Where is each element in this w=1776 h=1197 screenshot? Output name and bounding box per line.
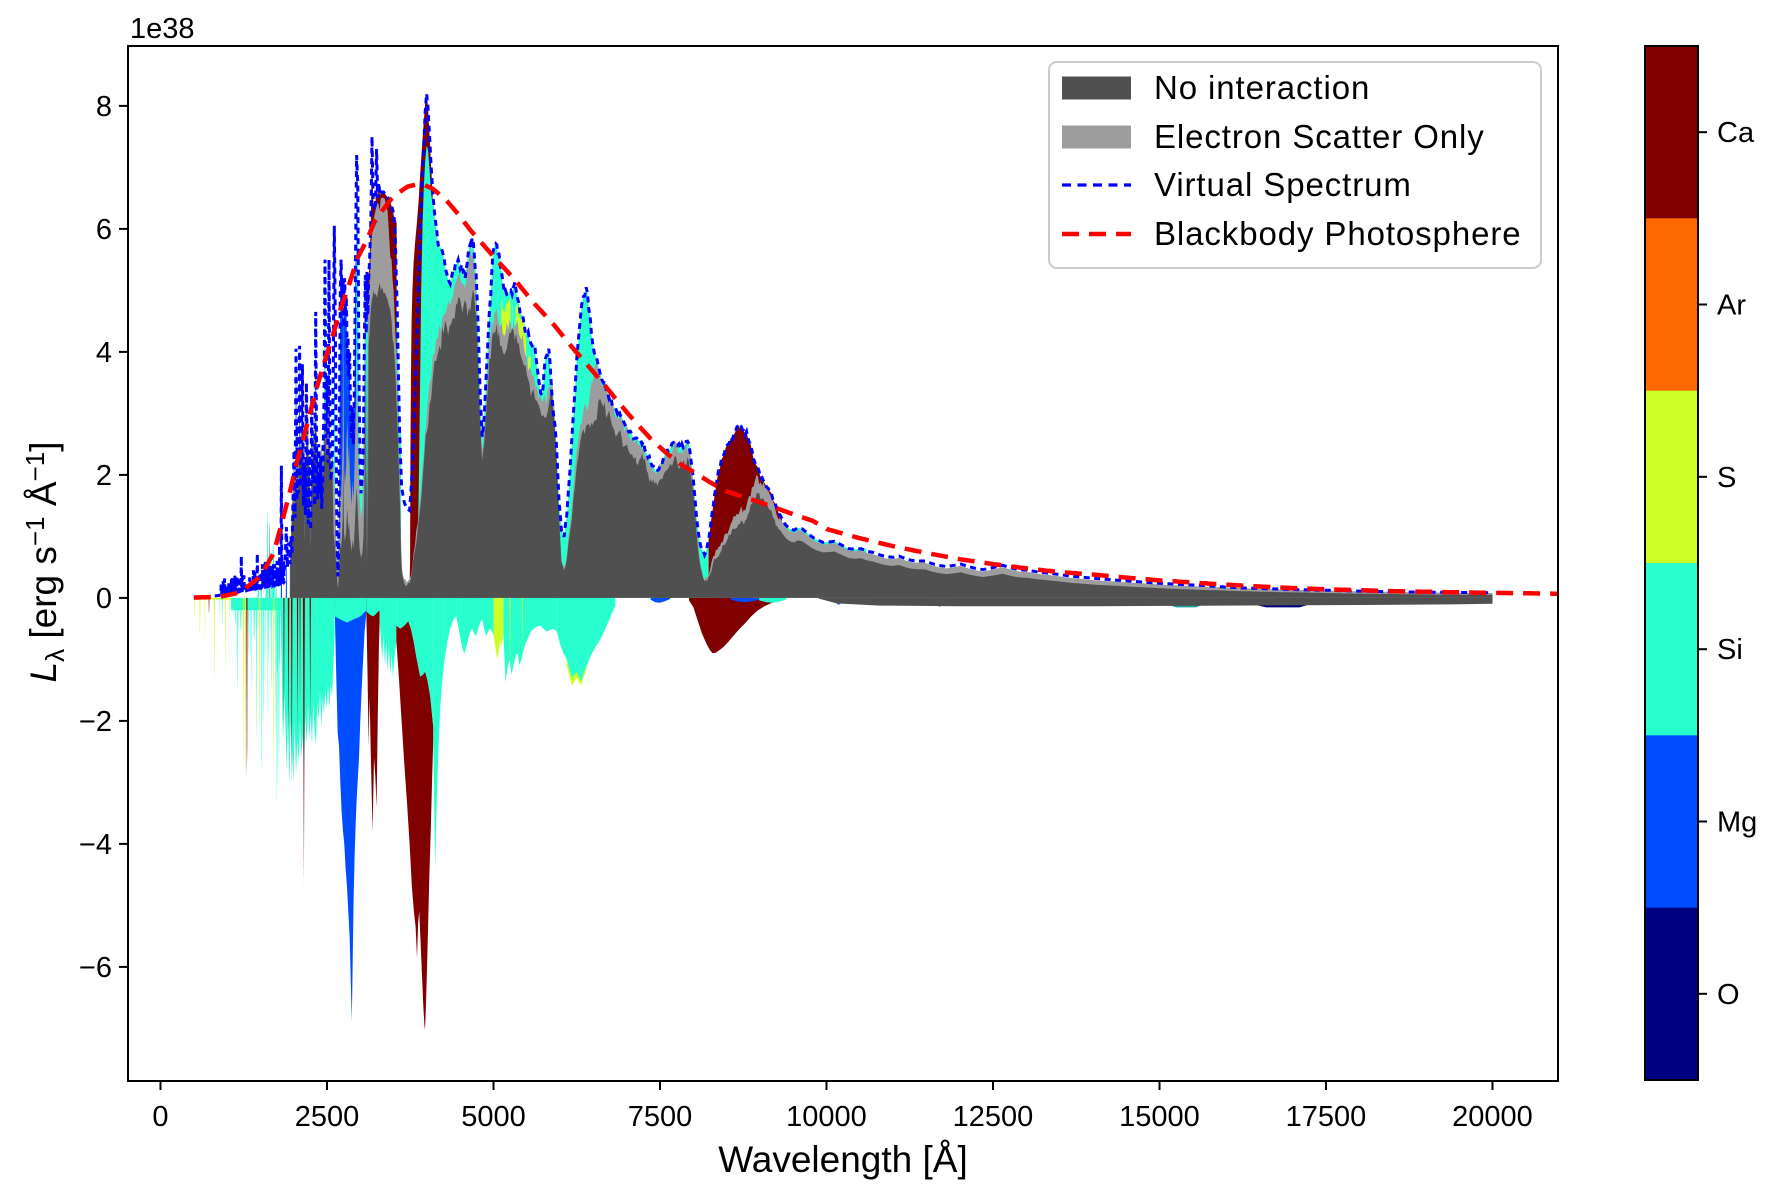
svg-text:17500: 17500: [1286, 1101, 1367, 1133]
svg-text:Blackbody Photosphere: Blackbody Photosphere: [1154, 215, 1521, 252]
svg-text:0: 0: [96, 583, 112, 615]
svg-text:−4: −4: [79, 829, 112, 861]
svg-text:Ar: Ar: [1717, 290, 1746, 322]
svg-text:Mg: Mg: [1717, 807, 1757, 839]
svg-text:Wavelength [Å]: Wavelength [Å]: [718, 1139, 968, 1180]
svg-text:Ca: Ca: [1717, 117, 1755, 149]
svg-text:Si: Si: [1717, 634, 1743, 666]
svg-text:Lλ [erg s−1 Å−1]: Lλ [erg s−1 Å−1]: [20, 442, 70, 683]
svg-text:Virtual Spectrum: Virtual Spectrum: [1154, 166, 1412, 203]
svg-text:O: O: [1717, 979, 1740, 1011]
svg-text:2: 2: [96, 460, 112, 492]
svg-text:No interaction: No interaction: [1154, 69, 1370, 106]
svg-text:10000: 10000: [786, 1101, 867, 1133]
svg-text:8: 8: [96, 91, 112, 123]
svg-text:12500: 12500: [953, 1101, 1034, 1133]
svg-text:7500: 7500: [628, 1101, 693, 1133]
svg-text:Electron Scatter Only: Electron Scatter Only: [1154, 118, 1485, 155]
svg-text:4: 4: [96, 337, 112, 369]
svg-text:5000: 5000: [461, 1101, 526, 1133]
svg-text:0: 0: [152, 1101, 168, 1133]
svg-text:1e38: 1e38: [130, 13, 195, 45]
svg-text:20000: 20000: [1452, 1101, 1533, 1133]
svg-text:2500: 2500: [295, 1101, 360, 1133]
svg-text:−2: −2: [79, 706, 112, 738]
svg-text:S: S: [1717, 462, 1736, 494]
svg-text:6: 6: [96, 214, 112, 246]
svg-text:15000: 15000: [1119, 1101, 1200, 1133]
svg-text:−6: −6: [79, 952, 112, 984]
